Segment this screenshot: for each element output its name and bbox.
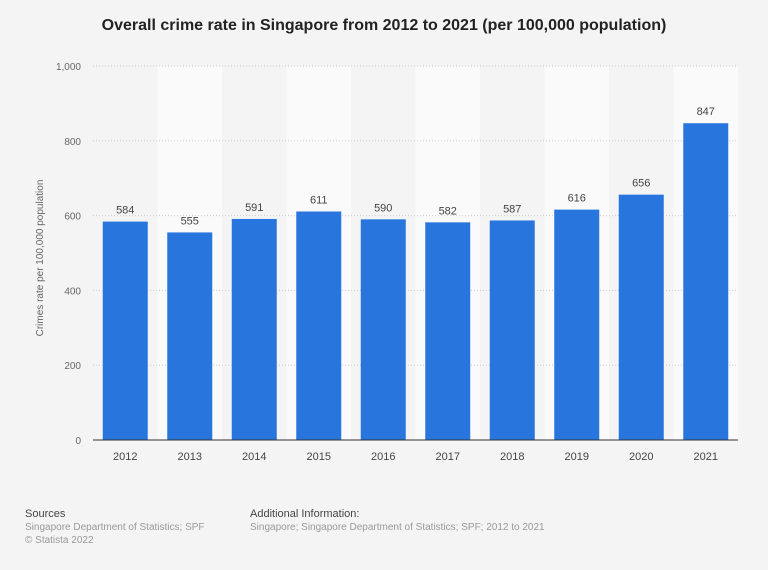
data-label: 582 [439, 205, 457, 217]
bar-2017 [425, 222, 471, 440]
y-tick-label: 400 [64, 286, 81, 297]
chart-title: Overall crime rate in Singapore from 201… [101, 17, 667, 34]
data-label: 584 [116, 205, 134, 217]
y-axis-label: Crimes rate per 100,000 population [35, 180, 46, 337]
additional-heading: Additional Information: [250, 508, 360, 520]
y-tick-label: 600 [64, 212, 81, 223]
additional-info-block: Additional Information: Singapore; Singa… [250, 508, 545, 534]
y-tick-label: 800 [64, 137, 81, 148]
bar-2013 [167, 232, 213, 440]
bar-2018 [489, 220, 535, 440]
data-label: 847 [697, 106, 715, 118]
data-label: 616 [568, 193, 586, 205]
bar-2016 [360, 219, 406, 440]
data-label: 656 [632, 178, 650, 190]
data-label: 555 [181, 215, 199, 227]
x-tick-label: 2015 [307, 451, 331, 463]
data-label: 611 [310, 194, 328, 206]
data-label: 587 [503, 203, 521, 215]
x-tick-label: 2020 [629, 451, 653, 463]
sources-block: Sources Singapore Department of Statisti… [25, 508, 205, 547]
data-label: 590 [374, 202, 392, 214]
x-tick-label: 2012 [113, 451, 137, 463]
x-tick-label: 2017 [436, 451, 460, 463]
additional-text: Singapore; Singapore Department of Stati… [250, 522, 545, 533]
bar-2014 [231, 218, 277, 440]
sources-text: Singapore Department of Statistics; SPF [25, 522, 205, 533]
x-tick-label: 2021 [694, 451, 718, 463]
x-tick-label: 2019 [565, 451, 589, 463]
bar-2020 [618, 194, 664, 440]
sources-heading: Sources [25, 508, 66, 520]
x-tick-label: 2013 [178, 451, 202, 463]
data-label: 591 [245, 202, 263, 214]
bar-chart: 0 200 400 600 800 1,000 584 2012 555 2013 591 2014 6… [35, 62, 738, 463]
bar-2012 [102, 221, 148, 440]
bar-2021 [683, 123, 729, 441]
copyright: © Statista 2022 [25, 535, 94, 546]
y-tick-label: 200 [64, 361, 81, 372]
x-tick-label: 2014 [242, 451, 266, 463]
y-tick-label: 1,000 [56, 62, 81, 73]
y-tick-label: 0 [75, 436, 81, 447]
x-tick-label: 2018 [500, 451, 524, 463]
bar-2015 [296, 211, 342, 440]
bar-2019 [554, 209, 600, 440]
x-tick-label: 2016 [371, 451, 395, 463]
